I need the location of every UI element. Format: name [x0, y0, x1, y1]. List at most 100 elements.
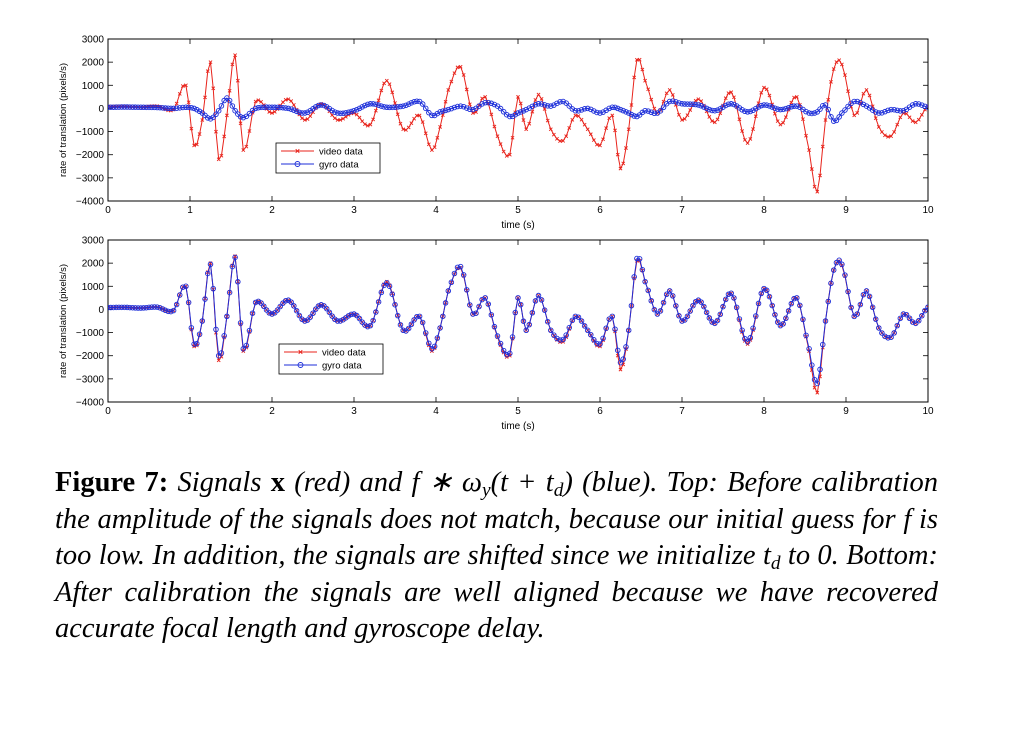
data-point: [822, 102, 829, 108]
data-point: [307, 314, 314, 320]
data-point: [255, 104, 262, 111]
data-point: [351, 107, 357, 114]
data-point: [419, 101, 426, 107]
data-point: [687, 101, 693, 107]
data-point: [872, 316, 879, 322]
data-point: [623, 109, 629, 115]
data-point: [575, 314, 582, 320]
data-point: [138, 104, 144, 111]
data-point: [615, 105, 621, 112]
data-point: [113, 304, 119, 311]
data-point: [373, 108, 378, 113]
data-point: [684, 313, 691, 319]
data-point: [889, 134, 894, 139]
data-point: [445, 288, 452, 294]
data-point: [263, 307, 270, 313]
data-point: [637, 57, 642, 62]
x-tick-label: 1: [187, 205, 193, 216]
data-point: [794, 94, 799, 99]
data-point: [809, 110, 815, 117]
data-point: [321, 303, 327, 309]
data-point: [504, 154, 509, 158]
data-point: [371, 117, 376, 122]
data-point: [510, 135, 515, 140]
data-point: [517, 109, 524, 115]
data-point: [188, 104, 195, 111]
data-point: [196, 108, 203, 115]
data-point: [229, 263, 236, 270]
data-point: [742, 137, 747, 142]
data-point: [597, 110, 603, 116]
data-point: [891, 106, 897, 113]
data-point: [332, 316, 338, 323]
data-point: [132, 104, 139, 110]
data-point: [135, 104, 141, 110]
data-point: [763, 287, 770, 294]
data-point: [368, 122, 373, 127]
data-point: [118, 104, 125, 110]
data-point: [581, 323, 588, 329]
data-point: [747, 335, 754, 341]
data-point: [772, 105, 778, 111]
data-point: [299, 316, 305, 323]
data-point: [165, 105, 171, 111]
data-point: [529, 310, 536, 316]
data-point: [249, 310, 256, 316]
data-point: [753, 313, 759, 319]
data-point: [243, 113, 250, 120]
data-point: [408, 100, 415, 106]
data-point: [302, 110, 308, 116]
data-point: [625, 110, 632, 116]
data-point: [423, 131, 428, 136]
data-point: [176, 105, 183, 111]
data-point: [763, 102, 770, 108]
data-point: [255, 298, 262, 305]
data-point: [843, 73, 847, 77]
x-tick-label: 4: [433, 406, 439, 417]
data-point: [864, 87, 869, 92]
data-point: [766, 103, 773, 109]
data-point: [272, 109, 277, 114]
data-point: [266, 310, 273, 316]
data-point: [521, 118, 526, 123]
legend-marker: [298, 349, 303, 355]
data-point: [895, 122, 900, 127]
data-point: [283, 97, 288, 102]
data-point: [922, 307, 928, 314]
data-point: [232, 107, 238, 114]
data-point: [321, 102, 327, 109]
data-point: [343, 110, 349, 116]
data-point: [817, 106, 823, 112]
data-point: [606, 316, 612, 322]
data-point: [852, 113, 857, 118]
data-point: [318, 102, 324, 108]
data-point: [305, 117, 310, 121]
data-point: [205, 69, 210, 74]
data-point: [515, 110, 521, 116]
data-point: [578, 107, 585, 113]
data-point: [143, 304, 150, 311]
data-point: [639, 266, 646, 273]
data-point: [170, 307, 177, 314]
data-point: [296, 312, 303, 319]
y-tick-label: 2000: [82, 58, 105, 69]
data-point: [554, 335, 560, 342]
data-point: [191, 105, 197, 112]
data-point: [205, 270, 211, 277]
data-point: [365, 123, 370, 128]
data-point: [830, 118, 837, 124]
data-point: [140, 104, 147, 111]
data-point: [517, 301, 524, 308]
data-point: [532, 101, 539, 108]
data-point: [725, 291, 732, 298]
data-point: [500, 109, 507, 115]
data-point: [197, 132, 202, 136]
data-point: [116, 104, 122, 110]
data-point: [185, 299, 192, 306]
data-point: [356, 315, 363, 322]
data-point: [888, 334, 894, 340]
data-point: [695, 102, 702, 108]
data-point: [541, 307, 548, 313]
data-point: [634, 255, 640, 262]
x-tick-label: 6: [597, 406, 603, 417]
